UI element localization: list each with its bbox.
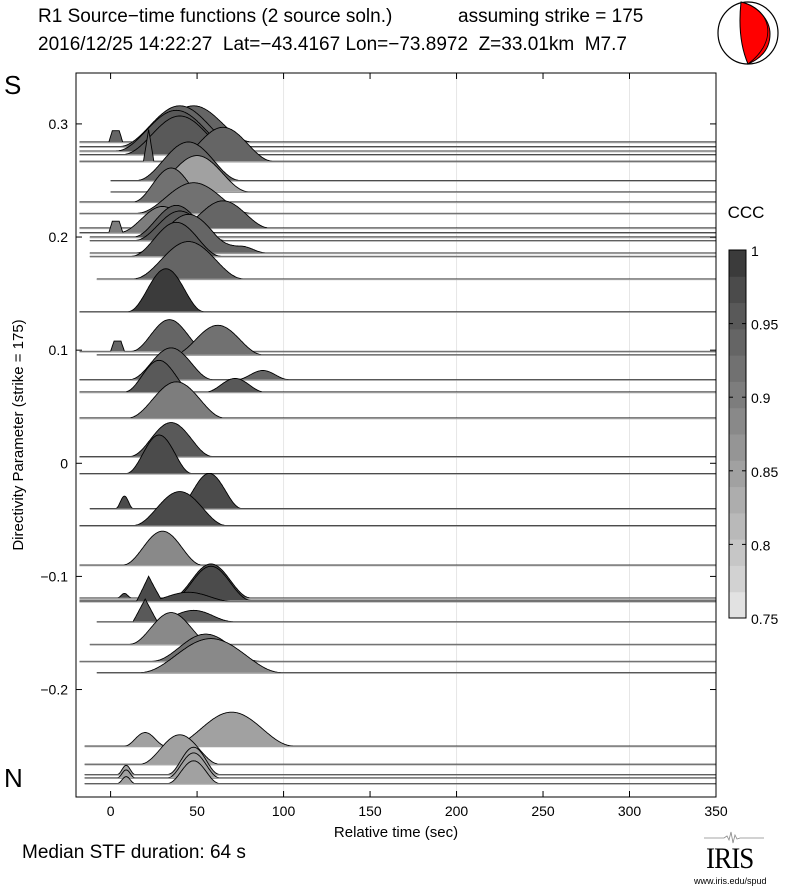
x-tick-label: 350 [704, 803, 728, 819]
x-tick-label: 200 [445, 803, 469, 819]
stf-trace-fill [79, 127, 716, 162]
iris-logo-text: IRIS [706, 842, 754, 875]
stf-trace-fill [79, 435, 716, 474]
stf-trace-fill [79, 422, 716, 457]
x-tick-label: 250 [531, 803, 555, 819]
title-line-1: R1 Source−time functions (2 source soln.… [38, 6, 393, 27]
x-tick-label: 50 [189, 803, 205, 819]
north-label: N [4, 763, 23, 793]
stf-trace-line [79, 381, 716, 419]
stf-trace-line [89, 473, 716, 509]
stf-trace-fill [79, 576, 716, 602]
y-tick-label: 0 [60, 455, 68, 471]
stf-trace-fill [79, 200, 716, 228]
x-tick-label: 0 [107, 803, 115, 819]
stf-trace-fill [96, 325, 717, 355]
stf-trace-fill [79, 381, 716, 418]
colorbar-segment [729, 565, 746, 593]
stf-trace-fill [79, 360, 716, 392]
median-stf-duration: Median STF duration: 64 s [22, 842, 246, 863]
colorbar-tick-label: 0.85 [751, 464, 778, 480]
colorbar-segment [729, 355, 746, 382]
colorbar-segment [729, 381, 746, 409]
x-tick-label: 150 [358, 803, 382, 819]
colorbar-segment [729, 250, 746, 277]
seismogram-icon [704, 831, 764, 844]
colorbar-segment [729, 407, 746, 435]
colorbar-segment [729, 276, 746, 304]
stf-trace-fill [79, 566, 716, 601]
stf-trace-fill [79, 531, 716, 566]
colorbar-title: CCC [728, 203, 765, 222]
stf-trace-line [79, 105, 716, 147]
plot-frame [75, 72, 717, 798]
y-tick-label: −0.1 [40, 568, 68, 584]
colorbar-segment [729, 302, 746, 330]
y-tick-label: 0.1 [49, 342, 69, 358]
south-label: S [4, 70, 21, 100]
colorbar-tick-label: 0.8 [751, 537, 771, 553]
iris-logo[interactable]: IRIS www.iris.edu/spud [690, 830, 790, 887]
stf-trace-line [79, 115, 716, 155]
stf-trace-fill [89, 211, 717, 241]
stf-trace-fill [96, 241, 717, 279]
stf-trace-fill [79, 319, 716, 352]
stf-trace-fill [89, 222, 717, 257]
colorbar-segment [729, 539, 746, 566]
iris-url[interactable]: www.iris.edu/spud [694, 876, 767, 886]
chart-title: R1 Source−time functions (2 source soln.… [38, 6, 643, 28]
colorbar-segment [729, 512, 746, 540]
colorbar-segment [729, 591, 746, 619]
x-tick-label: 100 [272, 803, 296, 819]
y-tick-label: 0.3 [49, 116, 69, 132]
colorbar-segment [729, 434, 746, 461]
stf-trace-fill [89, 612, 717, 645]
stf-trace-line [79, 563, 716, 599]
colorbar-segment [729, 460, 746, 488]
stf-trace-fill [79, 182, 716, 214]
stf-trace-line [84, 760, 716, 784]
colorbar-segment [729, 328, 746, 356]
strike-note: assuming strike = 175 [458, 6, 644, 27]
beachball-icon [717, 1, 779, 65]
colorbar-tick-label: 0.95 [751, 317, 778, 333]
stf-trace-fill [84, 734, 717, 765]
colorbar-frame [728, 249, 747, 619]
stf-trace-fill [79, 206, 716, 233]
x-tick-label: 300 [618, 803, 642, 819]
event-info: 2016/12/25 14:22:27 Lat=−43.4167 Lon=−73… [38, 34, 627, 55]
stf-trace-fill [84, 712, 717, 747]
colorbar-tick-label: 0.9 [751, 390, 771, 406]
stf-trace-fill [79, 168, 716, 202]
y-tick-label: −0.2 [40, 682, 68, 698]
colorbar-segment [729, 486, 746, 514]
stf-trace-fill [89, 473, 717, 509]
colorbar-tick-label: 1 [751, 243, 759, 259]
x-axis-label: Relative time (sec) [334, 824, 458, 841]
stf-trace-fill [96, 638, 717, 673]
stf-trace-fill [79, 564, 716, 598]
y-axis-label: Directivity Parameter (strike = 175) [10, 319, 27, 550]
colorbar-tick-label: 0.75 [751, 611, 778, 627]
y-tick-label: 0.2 [49, 229, 69, 245]
stf-trace-fill [79, 268, 716, 312]
